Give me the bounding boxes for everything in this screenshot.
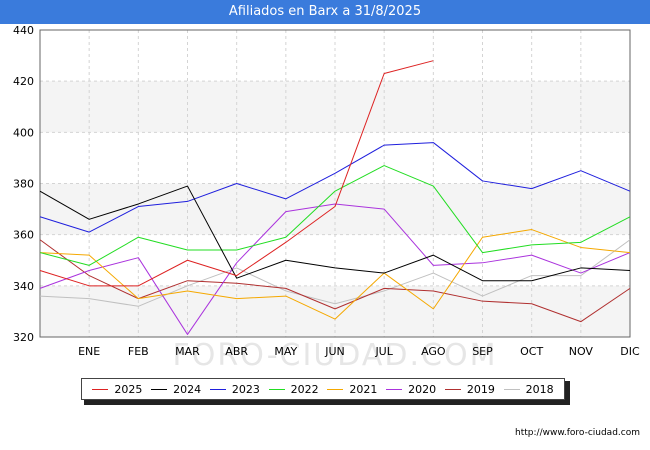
legend-swatch <box>92 388 109 390</box>
series-line-2021 <box>39 229 631 320</box>
legend-item-2022: 2022 <box>268 382 319 396</box>
legend-label: 2018 <box>525 382 554 396</box>
x-tick-label: SEP <box>472 345 493 358</box>
legend-label: 2023 <box>231 382 260 396</box>
legend-swatch <box>151 388 168 390</box>
y-tick-label: 340 <box>13 280 34 293</box>
x-tick-label: NOV <box>569 345 594 358</box>
x-tick-label: DIC <box>620 345 640 358</box>
legend-item-2025: 2025 <box>92 383 142 396</box>
series-line-2022 <box>39 165 631 266</box>
legend-swatch <box>209 388 226 390</box>
legend-item-2019: 2019 <box>444 382 495 396</box>
series-line-2023 <box>39 142 631 233</box>
x-tick-label: MAR <box>175 345 200 358</box>
legend-item-2018: 2018 <box>503 382 554 396</box>
legend-swatch <box>386 388 403 390</box>
legend-item-2021: 2021 <box>327 383 377 396</box>
y-tick-label: 440 <box>13 24 34 37</box>
series-line-2025 <box>39 60 434 287</box>
legend-item-2023: 2023 <box>209 382 260 396</box>
legend-swatch <box>444 388 461 390</box>
legend-label: 2021 <box>349 382 378 396</box>
y-tick-label: 320 <box>13 331 34 344</box>
legend-swatch <box>503 388 520 390</box>
y-tick-label: 420 <box>13 75 34 88</box>
legend-item-2024: 2024 <box>151 383 201 396</box>
x-tick-label: MAY <box>274 345 297 358</box>
watermark: FORO-CIUDAD.COM <box>173 338 498 373</box>
source-url: http://www.foro-ciudad.com <box>515 428 640 438</box>
legend: 2025 2024 2023 2022 2021 2020 2019 2018 <box>81 378 565 400</box>
x-tick-label: ABR <box>225 345 248 358</box>
x-tick-label: OCT <box>520 345 543 358</box>
legend-label: 2025 <box>114 382 143 396</box>
legend-label: 2019 <box>466 382 495 396</box>
legend-swatch <box>327 388 344 390</box>
y-tick-label: 400 <box>13 126 34 139</box>
plot-band <box>40 81 630 133</box>
series-line-2024 <box>39 185 631 282</box>
plot-border <box>39 29 631 338</box>
x-tick-label: FEB <box>128 345 149 358</box>
chart-title: Afiliados en Barx a 31/8/2025 <box>0 0 650 24</box>
y-tick-label: 380 <box>13 178 34 191</box>
legend-item-2020: 2020 <box>386 383 436 396</box>
x-tick-label: JUN <box>324 345 345 358</box>
legend-label: 2020 <box>408 382 437 396</box>
x-tick-label: ENE <box>78 345 100 358</box>
y-tick-label: 360 <box>13 229 34 242</box>
legend-label: 2024 <box>173 382 202 396</box>
x-tick-label: AGO <box>421 345 446 358</box>
series-line-2018 <box>39 239 631 307</box>
legend-label: 2022 <box>290 382 319 396</box>
series-line-2020 <box>39 203 631 335</box>
legend-swatch <box>268 388 285 390</box>
x-tick-label: JUL <box>374 345 393 358</box>
